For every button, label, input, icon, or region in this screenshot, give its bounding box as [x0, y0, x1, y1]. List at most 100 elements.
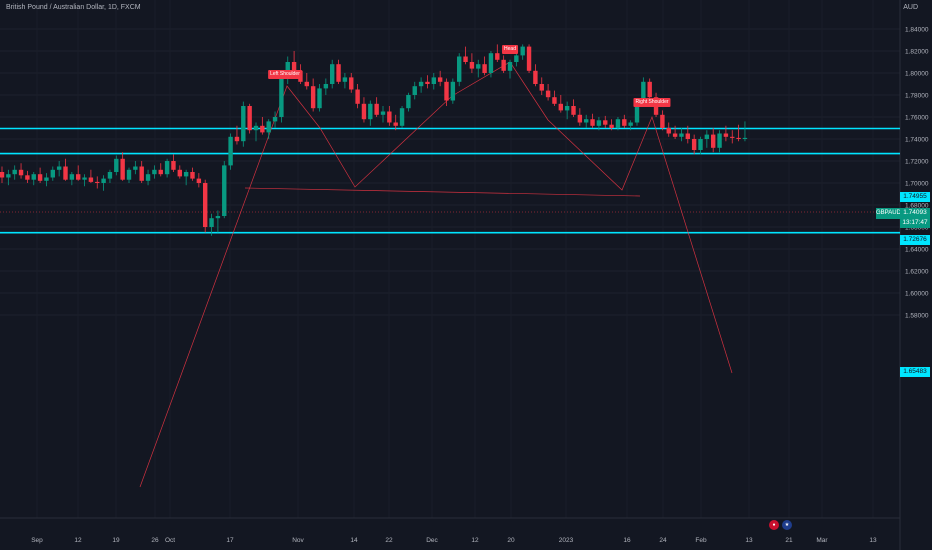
candle-body: [203, 183, 208, 227]
candle-body: [647, 81, 652, 98]
candle-body: [349, 77, 354, 90]
time-axis: Sep 12 19 26 Oct 17 Nov 14 22 Dec 12 20 2023 16 24 Feb 1…: [31, 537, 877, 544]
time-tick-label: 21: [785, 537, 793, 544]
price-tick-label: 1.60000: [905, 291, 929, 298]
candle-body: [539, 84, 544, 91]
candle-body: [76, 174, 81, 180]
candle-body: [711, 134, 716, 148]
candle-body: [685, 133, 690, 139]
price-tick-label: 1.70000: [905, 181, 929, 188]
candle-body: [50, 169, 55, 178]
candle-body: [63, 166, 68, 180]
chart-grid: [0, 0, 901, 550]
candle-body: [107, 172, 113, 179]
candle-body: [126, 169, 132, 180]
candle-body: [641, 81, 646, 104]
candle-body: [622, 119, 627, 126]
candle-body: [37, 174, 43, 181]
candle-body: [0, 172, 5, 178]
left-shoulder-label[interactable]: Left Shoulder: [268, 70, 302, 79]
candle-body: [698, 139, 703, 150]
candle-body: [615, 119, 621, 128]
candle-body: [120, 158, 125, 180]
time-tick-label: 12: [74, 537, 82, 544]
candle-body: [666, 128, 671, 134]
time-tick-label: Dec: [426, 537, 438, 544]
candle-body: [704, 134, 710, 139]
candle-body: [469, 62, 475, 69]
candle-body: [279, 78, 284, 117]
time-tick-label: 2023: [559, 537, 574, 544]
candle-body: [291, 62, 297, 71]
candle-body: [164, 161, 170, 175]
candle-body: [437, 77, 443, 82]
candle-body: [310, 86, 316, 109]
level-tag-2: 1.72676: [900, 235, 930, 245]
time-tick-label: Feb: [695, 537, 707, 544]
candle-body: [596, 120, 602, 126]
price-tick-label: 1.68000: [905, 203, 929, 210]
candle-body: [514, 55, 519, 62]
au-flag-icon[interactable]: ★: [782, 520, 792, 530]
time-tick-label: Sep: [31, 537, 43, 544]
candle-body: [628, 122, 633, 126]
candle-body: [406, 95, 411, 109]
price-tick-label: 1.64000: [905, 247, 929, 254]
time-tick-label: 12: [471, 537, 479, 544]
candle-body: [158, 169, 163, 175]
candle-body: [679, 133, 684, 137]
time-tick-label: 14: [350, 537, 358, 544]
candle-body: [82, 177, 87, 180]
candle-body: [730, 136, 735, 138]
candle-body: [183, 172, 189, 177]
time-tick-label: Mar: [816, 537, 828, 544]
candle-body: [253, 125, 259, 131]
candle-body: [425, 81, 430, 84]
candle-body: [234, 136, 240, 142]
candle-body: [374, 103, 379, 115]
head-label[interactable]: Head: [502, 45, 518, 54]
time-tick-label: 26: [151, 537, 159, 544]
price-tick-label: 1.74000: [905, 137, 929, 144]
level-tag-3: 1.65483: [900, 367, 930, 377]
bar-countdown: 13:17:47: [902, 219, 928, 226]
uk-flag-icon[interactable]: ●: [769, 520, 779, 530]
candle-body: [431, 77, 436, 84]
candle-body: [672, 133, 678, 137]
candle-body: [558, 103, 563, 111]
candle-body: [171, 161, 176, 170]
candle-body: [418, 81, 424, 87]
candle-body: [533, 70, 538, 84]
candle-body: [266, 121, 271, 133]
candle-body: [552, 97, 557, 104]
candle-body: [342, 77, 348, 82]
candle-body: [571, 106, 576, 115]
time-tick-label: Nov: [292, 537, 304, 544]
price-tick-label: 1.72000: [905, 159, 929, 166]
candle-body: [133, 166, 138, 170]
candle-body: [482, 64, 487, 73]
price-tick-label: 1.80000: [905, 71, 929, 78]
candle-body: [387, 111, 392, 123]
chart-title: British Pound / Australian Dollar, 1D, F…: [6, 4, 141, 11]
time-tick-label: 17: [226, 537, 234, 544]
candle-body: [444, 81, 449, 101]
support-resistance-lines: [0, 127, 900, 234]
candle-body: [6, 174, 11, 178]
right-shoulder-label[interactable]: Right Shoulder: [633, 98, 671, 107]
candle-body: [495, 53, 500, 60]
time-tick-label: 24: [659, 537, 667, 544]
candle-body: [241, 106, 246, 142]
symbol-tag: GBPAUD: [876, 208, 901, 219]
candle-body: [476, 64, 481, 69]
candle-body: [215, 216, 221, 219]
candle-body: [660, 114, 665, 128]
candle-body: [139, 166, 144, 181]
candle-body: [145, 174, 151, 181]
price-tick-label: 1.82000: [905, 49, 929, 56]
candle-body: [18, 169, 24, 176]
neckline: [244, 187, 641, 197]
price-tick-label: 1.78000: [905, 93, 929, 100]
candle-body: [31, 174, 36, 180]
